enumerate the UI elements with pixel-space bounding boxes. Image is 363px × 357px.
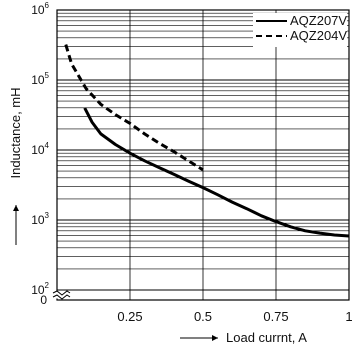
- y-tick-label: 103: [31, 211, 49, 227]
- ticks-layer: 0.25 0.5 0.75 1 102 103 104 105 106 0: [31, 1, 352, 324]
- legend-label: AQZ204V: [290, 28, 347, 43]
- y-axis-label: Inductance, mH: [8, 87, 23, 178]
- y-tick-label: 106: [31, 1, 49, 17]
- x-tick-label: 0.25: [117, 309, 142, 324]
- axis-break-mark: [52, 294, 71, 300]
- y-axis-arrowhead: [13, 205, 19, 211]
- axis-labels: Load currnt, A Inductance, mH: [8, 87, 307, 345]
- y-tick-label: 105: [31, 71, 49, 87]
- legend-box: [253, 13, 347, 47]
- x-axis-arrowhead: [212, 335, 218, 341]
- x-tick-label: 0.75: [263, 309, 288, 324]
- series-line-aqz204v: [64, 44, 204, 172]
- x-axis-label: Load currnt, A: [226, 330, 307, 345]
- axis-break: [52, 290, 71, 300]
- y-zero-label: 0: [40, 293, 47, 307]
- series-line-aqz207v: [83, 107, 350, 238]
- x-tick-label: 1: [345, 309, 352, 324]
- y-tick-label: 102: [31, 281, 49, 297]
- axis-break-mark: [52, 290, 71, 296]
- x-tick-label: 0.5: [194, 309, 212, 324]
- series-layer: [64, 44, 350, 238]
- y-tick-label: 104: [31, 141, 49, 157]
- legend-label: AQZ207V: [290, 13, 347, 28]
- plot-frame: [56, 9, 350, 301]
